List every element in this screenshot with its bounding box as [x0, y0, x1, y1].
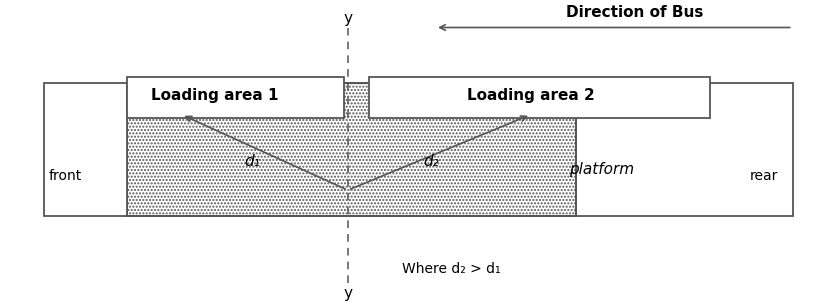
Text: front: front [48, 169, 82, 183]
Text: Where d₂ > d₁: Where d₂ > d₁ [401, 262, 500, 276]
Bar [127, 83, 576, 216]
Text: d₁: d₁ [244, 154, 260, 169]
Bar [44, 83, 792, 216]
Bar [127, 77, 344, 118]
Text: y: y [343, 286, 352, 301]
Text: rear: rear [748, 169, 777, 183]
Text: Loading area 2: Loading area 2 [466, 88, 594, 103]
Bar [44, 83, 127, 216]
Text: Loading area 1: Loading area 1 [150, 88, 278, 103]
Text: y: y [343, 11, 352, 26]
Text: d₂: d₂ [422, 154, 438, 169]
Text: Direction of Bus: Direction of Bus [565, 5, 702, 20]
Bar [368, 77, 709, 118]
Bar [709, 83, 792, 216]
Text: platform: platform [568, 162, 633, 177]
